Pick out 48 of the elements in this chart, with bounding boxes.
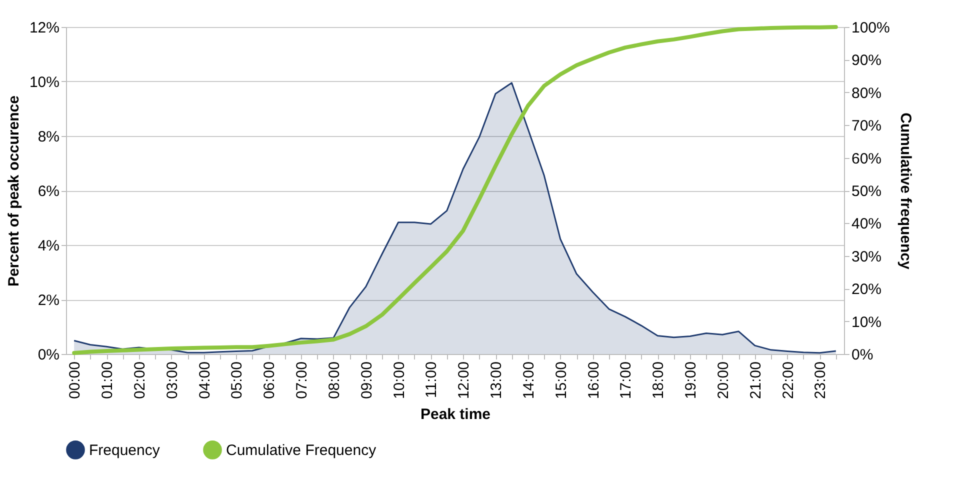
x-tick-label: 16:00 [585, 362, 602, 400]
y2-tick-label: 90% [852, 52, 882, 70]
x-tick-label: 05:00 [228, 362, 246, 400]
x-tick-label: 12:00 [456, 362, 473, 400]
x-tick-label: 01:00 [99, 362, 116, 400]
x-tick-label: 23:00 [812, 362, 830, 400]
y2-tick-label: 70% [852, 118, 882, 135]
y-tick-label: 2% [38, 292, 60, 309]
x-tick-label: 18:00 [650, 362, 668, 400]
x-tick-label: 03:00 [164, 362, 181, 400]
y2-axis-title: Cumulative frequency [896, 112, 914, 270]
x-tick-label: 17:00 [618, 362, 635, 400]
y-tick-label: 10% [29, 74, 60, 91]
x-tick-label: 13:00 [488, 362, 506, 400]
x-tick-label: 22:00 [780, 362, 797, 400]
y2-tick-label: 0% [852, 346, 874, 364]
y2-tick-label: 30% [852, 248, 882, 266]
x-tick-label: 20:00 [714, 362, 732, 400]
y-tick-label: 4% [38, 238, 60, 254]
y-axis-title: Percent of peak occurence [5, 96, 22, 286]
y-tick-label: 6% [38, 183, 60, 200]
y2-tick-label: 20% [852, 281, 882, 298]
x-tick-label: 14:00 [520, 362, 538, 400]
line-series [72, 25, 838, 356]
legend-label: Cumulative Frequency [226, 442, 377, 459]
x-tick-label: 11:00 [423, 362, 440, 398]
x-tick-label: 15:00 [552, 362, 570, 400]
y-tick-label: 0% [38, 346, 60, 364]
x-tick-label: 19:00 [682, 362, 700, 400]
y-tick-label: 8% [38, 128, 60, 146]
x-tick-label: 04:00 [196, 362, 214, 400]
y2-tick-label: 50% [852, 183, 882, 200]
x-tick-label: 07:00 [294, 362, 311, 400]
x-tick-label: 10:00 [390, 362, 408, 400]
y2-tick-label: 60% [852, 150, 882, 168]
x-tick-label: 09:00 [358, 362, 376, 400]
x-tick-label: 02:00 [131, 362, 148, 400]
y2-tick-label: 40% [852, 216, 882, 233]
y2-tick-label: 10% [852, 314, 882, 331]
y2-tick-label: 80% [852, 84, 882, 102]
x-axis-title: Peak time [420, 406, 491, 424]
x-tick-label: 08:00 [326, 362, 343, 400]
x-tick-label: 06:00 [261, 362, 278, 400]
x-tick-label: 00:00 [66, 362, 84, 400]
legend-label: Frequency [89, 442, 160, 459]
x-tick-label: 21:00 [747, 362, 764, 400]
y-tick-label: 12% [29, 20, 60, 36]
y2-tick-label: 100% [852, 20, 890, 36]
